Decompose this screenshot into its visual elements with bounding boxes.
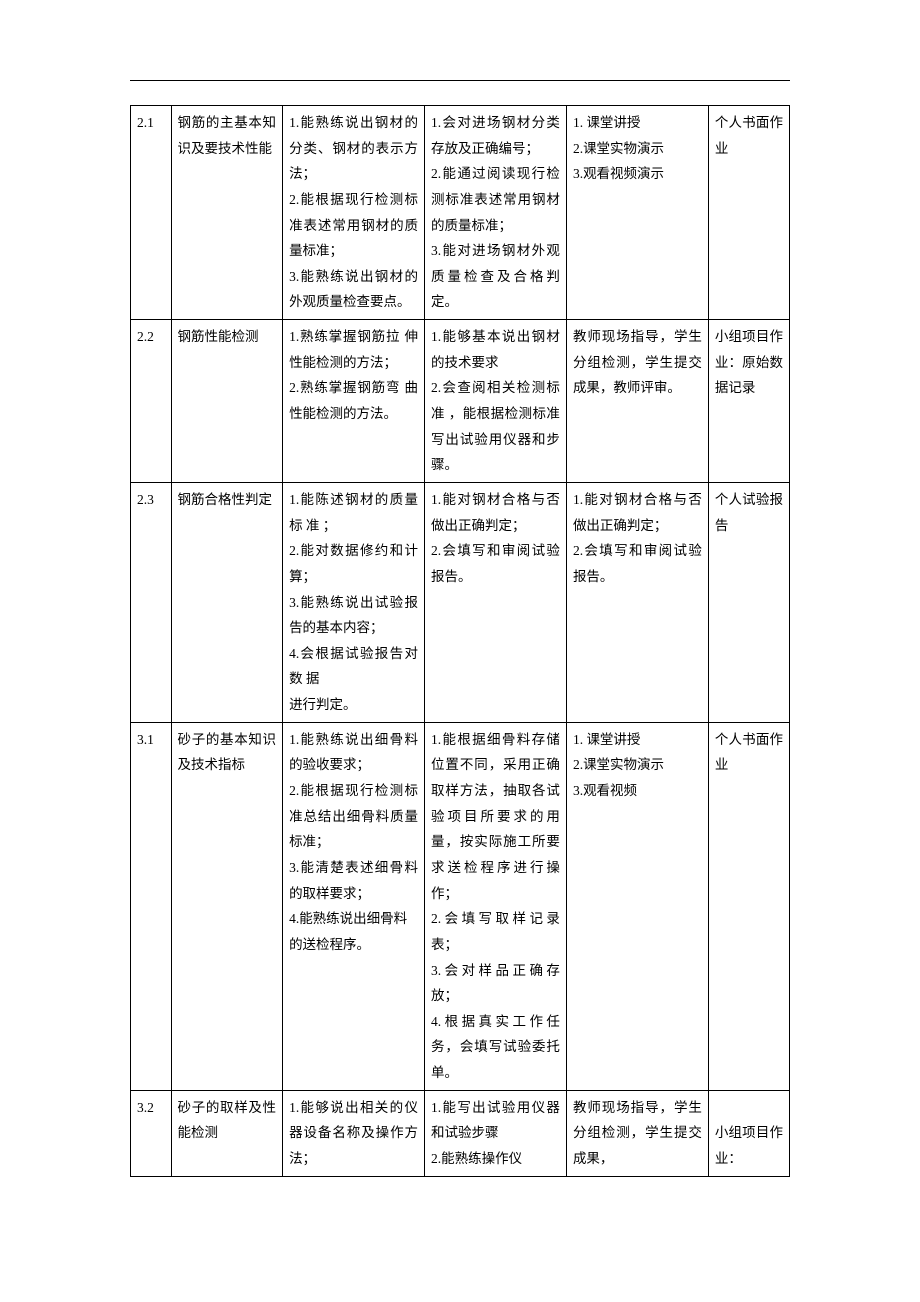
row-method: 1.能对钢材合格与否做出正确判定；2.会填写和审阅试验报告。	[566, 482, 708, 722]
row-id: 2.2	[131, 320, 172, 483]
table-row: 3.2砂子的取样及性能检测1.能够说出相关的仪器设备名称及操作方法；1.能写出试…	[131, 1090, 790, 1176]
row-ability: 1.会对进场钢材分类存放及正确编号；2.能通过阅读现行检测标准表述常用钢材的质量…	[425, 106, 567, 320]
row-assessment: 小组项目作业：	[708, 1090, 789, 1176]
row-assessment: 个人试验报告	[708, 482, 789, 722]
row-id: 2.3	[131, 482, 172, 722]
table-row: 2.1钢筋的主基本知识及要技术性能1.能熟练说出钢材的分类、钢材的表示方法；2.…	[131, 106, 790, 320]
row-knowledge: 1.能熟练说出钢材的分类、钢材的表示方法；2.能根据现行检测标准表述常用钢材的质…	[283, 106, 425, 320]
row-assessment: 小组项目作业：原始数据记录	[708, 320, 789, 483]
table-row: 2.2钢筋性能检测1.熟练掌握钢筋拉 伸性能检测的方法；2.熟练掌握钢筋弯 曲性…	[131, 320, 790, 483]
row-assessment: 个人书面作业	[708, 722, 789, 1090]
top-divider	[130, 80, 790, 81]
row-knowledge: 1.熟练掌握钢筋拉 伸性能检测的方法；2.熟练掌握钢筋弯 曲性能检测的方法。	[283, 320, 425, 483]
table-row: 2.3钢筋合格性判定1.能陈述钢材的质量标 准 ；2.能对数据修约和计算；3.能…	[131, 482, 790, 722]
curriculum-table: 2.1钢筋的主基本知识及要技术性能1.能熟练说出钢材的分类、钢材的表示方法；2.…	[130, 105, 790, 1177]
row-topic: 钢筋的主基本知识及要技术性能	[171, 106, 283, 320]
row-method: 教师现场指导，学生分组检测，学生提交成果，	[566, 1090, 708, 1176]
row-ability: 1.能对钢材合格与否做出正确判定；2.会填写和审阅试验报告。	[425, 482, 567, 722]
row-topic: 砂子的取样及性能检测	[171, 1090, 283, 1176]
row-id: 3.1	[131, 722, 172, 1090]
row-assessment: 个人书面作业	[708, 106, 789, 320]
row-method: 1. 课堂讲授2.课堂实物演示3.观看视频	[566, 722, 708, 1090]
row-id: 3.2	[131, 1090, 172, 1176]
row-method: 1. 课堂讲授2.课堂实物演示3.观看视频演示	[566, 106, 708, 320]
row-knowledge: 1.能够说出相关的仪器设备名称及操作方法；	[283, 1090, 425, 1176]
row-topic: 钢筋合格性判定	[171, 482, 283, 722]
row-knowledge: 1.能熟练说出细骨料的验收要求；2.能根据现行检测标准总结出细骨料质量标准；3.…	[283, 722, 425, 1090]
table-row: 3.1砂子的基本知识及技术指标1.能熟练说出细骨料的验收要求；2.能根据现行检测…	[131, 722, 790, 1090]
row-id: 2.1	[131, 106, 172, 320]
row-ability: 1.能够基本说出钢材的技术要求2.会查阅相关检测标准 ，能根据检测标准写出试验用…	[425, 320, 567, 483]
row-topic: 钢筋性能检测	[171, 320, 283, 483]
row-ability: 1.能根据细骨料存储位置不同，采用正确取样方法，抽取各试验项目所要求的用量，按实…	[425, 722, 567, 1090]
row-knowledge: 1.能陈述钢材的质量标 准 ；2.能对数据修约和计算；3.能熟练说出试验报告的基…	[283, 482, 425, 722]
row-topic: 砂子的基本知识及技术指标	[171, 722, 283, 1090]
row-ability: 1.能写出试验用仪器和试验步骤2.能熟练操作仪	[425, 1090, 567, 1176]
row-method: 教师现场指导，学生分组检测，学生提交成果，教师评审。	[566, 320, 708, 483]
